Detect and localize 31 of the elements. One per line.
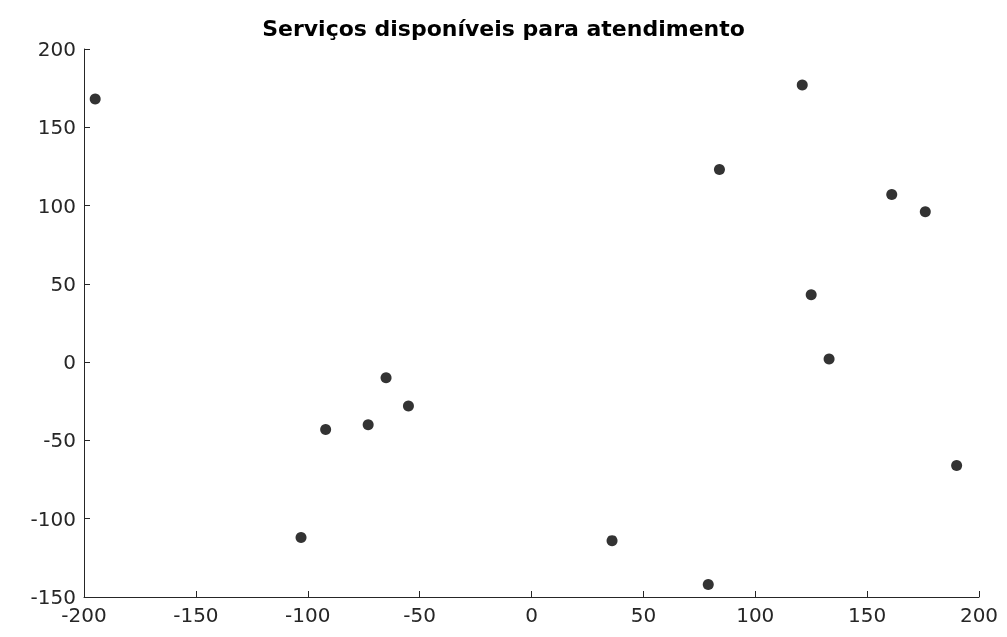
y-tick-label: 50 — [50, 271, 76, 296]
x-tick-label: 200 — [959, 603, 999, 627]
point — [380, 372, 392, 384]
point — [702, 578, 714, 590]
point — [796, 79, 808, 91]
x-tick-label: 0 — [525, 603, 538, 627]
point — [886, 189, 898, 201]
point — [919, 206, 931, 218]
point — [823, 353, 835, 365]
x-tick-label: 150 — [848, 603, 887, 627]
y-tick-label: 0 — [63, 350, 76, 375]
point — [362, 419, 374, 431]
y-tick-label: 150 — [37, 115, 76, 140]
point — [320, 423, 332, 435]
point — [295, 532, 307, 543]
point — [805, 289, 817, 301]
chart-title: Serviços disponíveis para atendimento — [262, 15, 745, 41]
point — [606, 535, 618, 547]
y-tick-label: 100 — [37, 193, 76, 218]
x-tick-label: -150 — [173, 603, 219, 627]
x-tick-label: -100 — [285, 603, 331, 627]
x-tick-label: -50 — [403, 603, 436, 627]
y-tick-label: 200 — [37, 37, 76, 61]
y-tick-label: -100 — [30, 506, 76, 531]
y-tick-label: -50 — [43, 428, 76, 453]
point — [713, 164, 725, 176]
point — [951, 459, 963, 471]
point — [89, 93, 101, 105]
x-tick-label: 50 — [630, 603, 657, 627]
x-tick-label: 100 — [736, 603, 775, 627]
point — [402, 400, 414, 412]
